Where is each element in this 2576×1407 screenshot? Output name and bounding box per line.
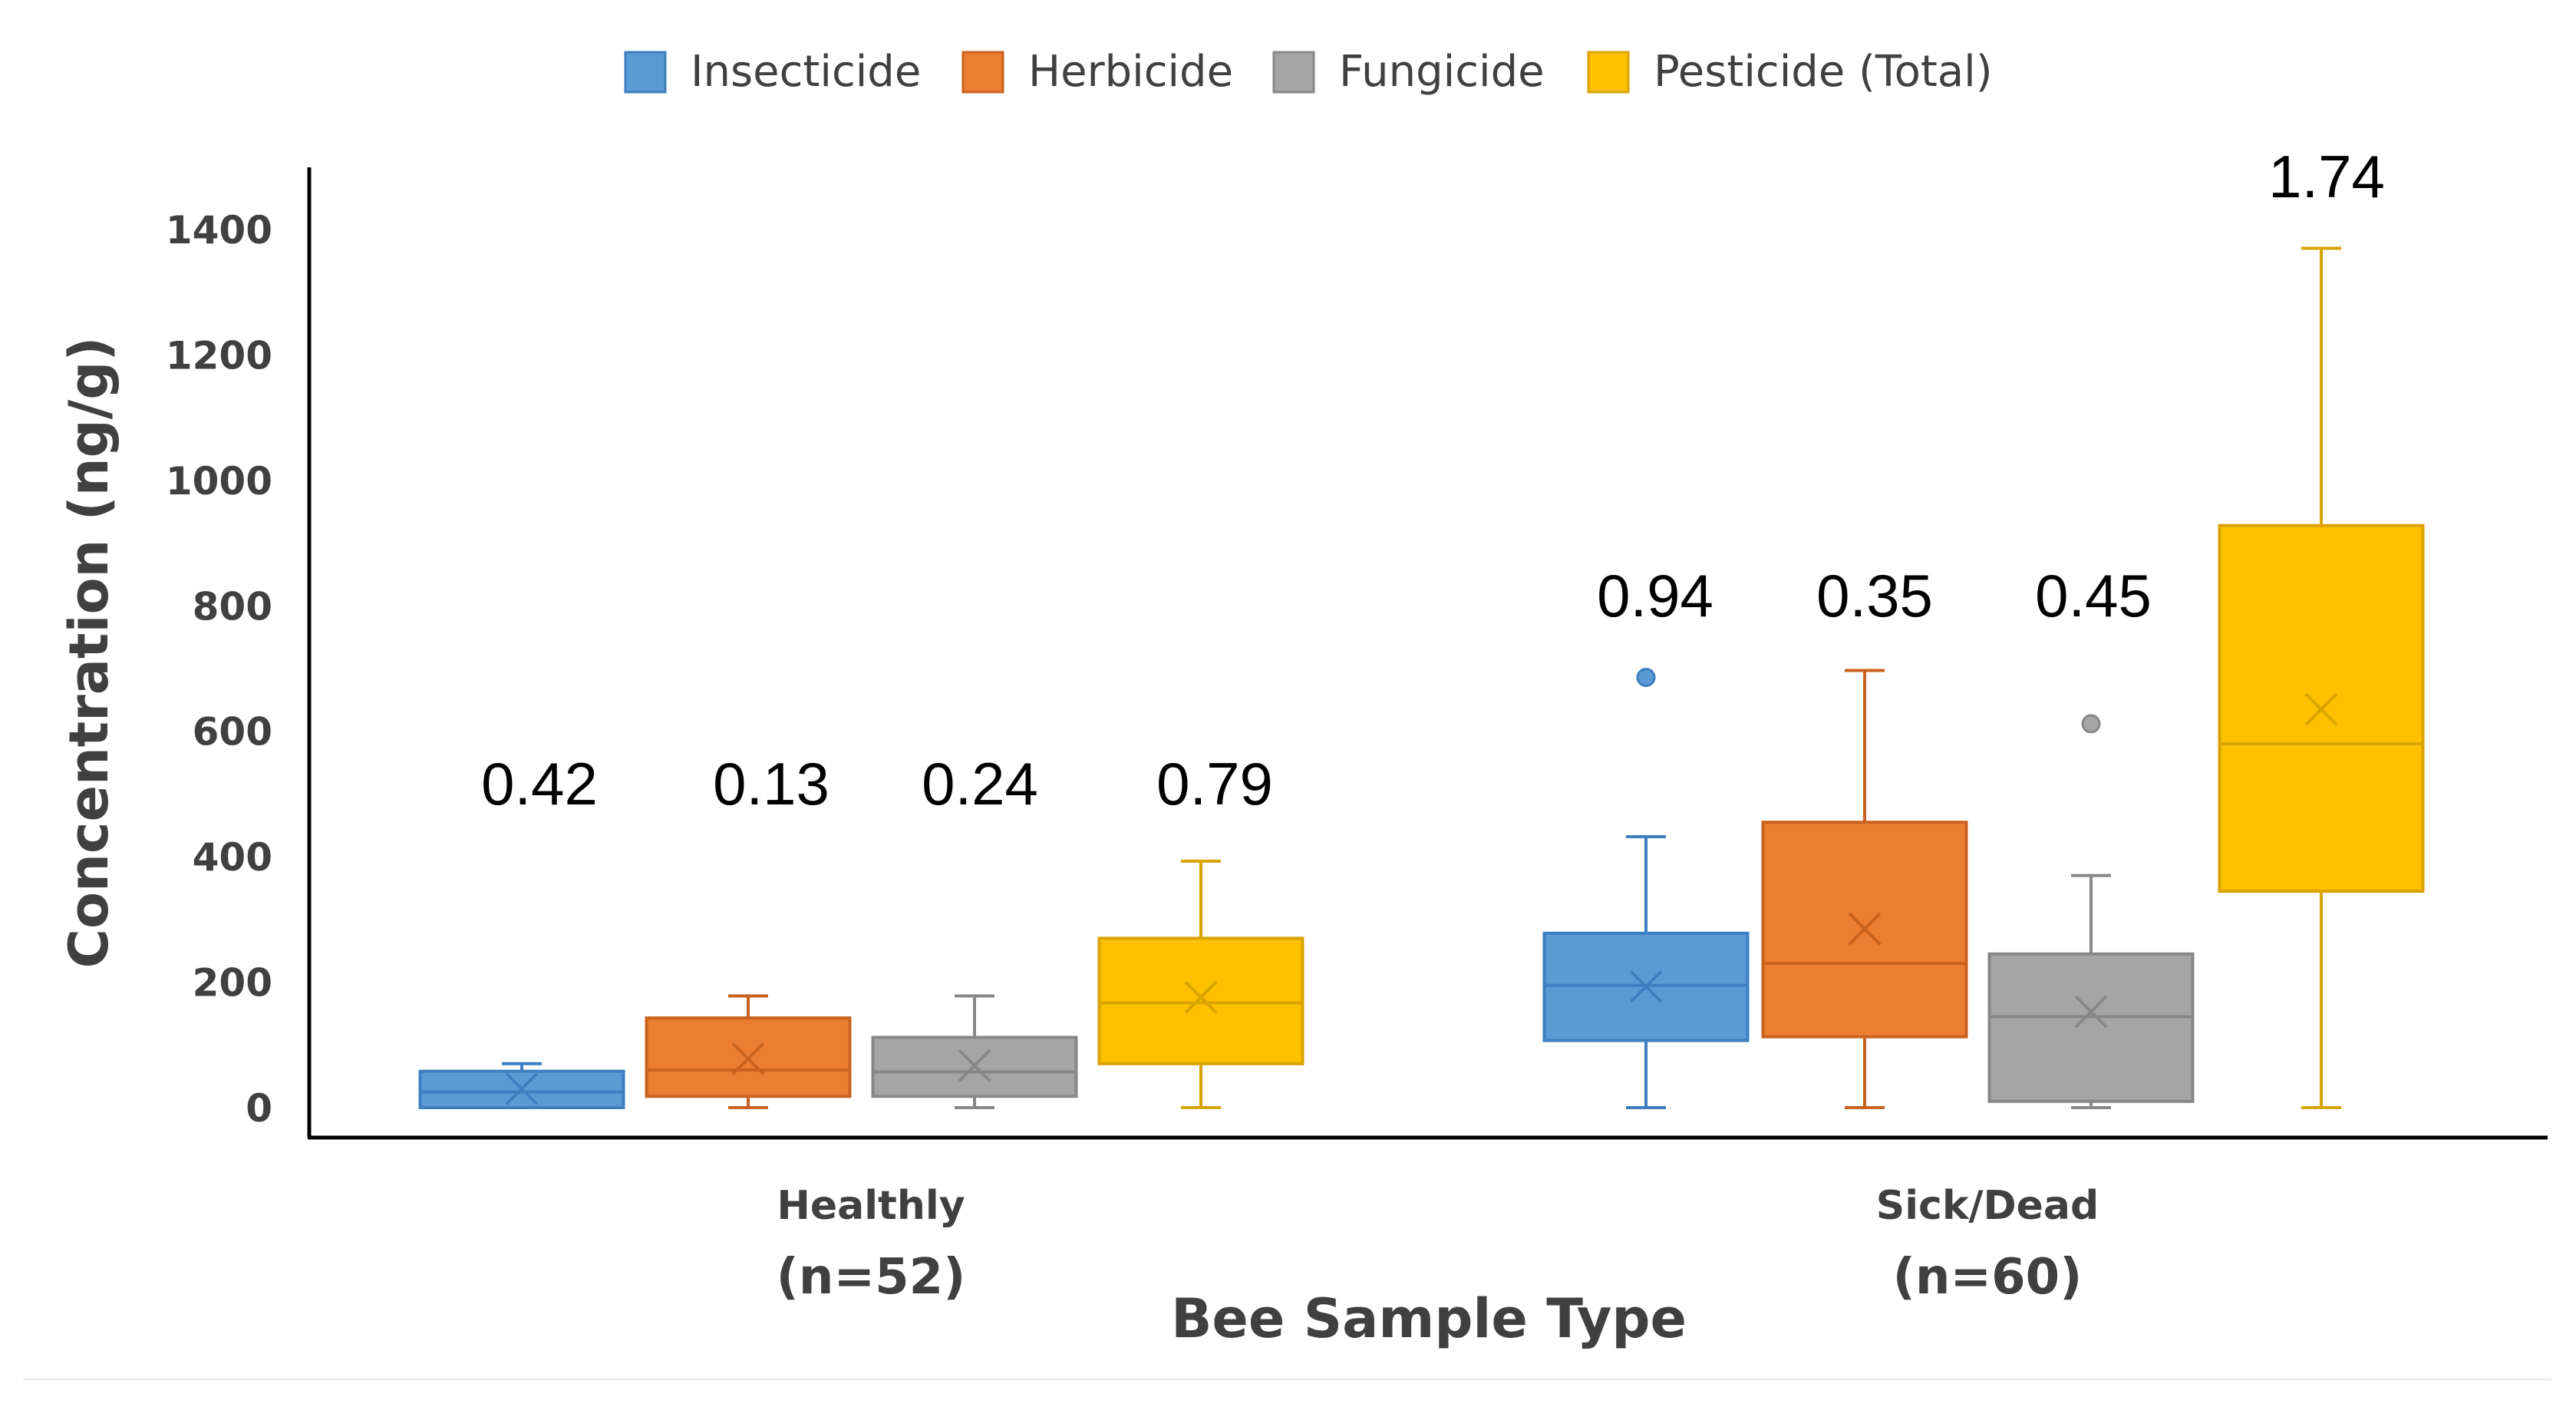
legend-label-pesticide-total: Pesticide (Total) bbox=[1654, 47, 1993, 97]
y-tick-label: 800 bbox=[193, 584, 272, 629]
y-tick-label: 1200 bbox=[166, 333, 272, 378]
mean-marker bbox=[731, 1042, 765, 1075]
data-label-fungicide: 0.45 bbox=[2035, 562, 2152, 629]
category-label: Sick/Dead bbox=[1876, 1183, 2099, 1229]
boxes bbox=[418, 246, 2425, 1109]
mean-marker bbox=[1184, 980, 1218, 1014]
mean-marker bbox=[1848, 912, 1882, 946]
category-label: Healthly bbox=[777, 1183, 965, 1229]
legend-label-fungicide: Fungicide bbox=[1339, 47, 1545, 97]
box-fungicide-sick-dead bbox=[1987, 714, 2195, 1109]
legend-swatch-herbicide bbox=[961, 51, 1004, 94]
legend: Insecticide Herbicide Fungicide Pesticide (… bbox=[624, 47, 1993, 97]
box-herbicide-healthly bbox=[645, 994, 852, 1109]
y-tick-label: 1000 bbox=[166, 459, 272, 504]
mean-marker bbox=[2304, 692, 2338, 726]
y-axis-title: Concentration (ng/g) bbox=[58, 337, 120, 969]
outlier-point bbox=[2081, 714, 2101, 734]
y-tick-label: 400 bbox=[193, 835, 272, 880]
y-tick-label: 1400 bbox=[166, 208, 272, 253]
data-label-pesticide-total: 1.74 bbox=[2268, 143, 2385, 210]
legend-label-herbicide: Herbicide bbox=[1028, 47, 1233, 97]
legend-label-insecticide: Insecticide bbox=[691, 47, 921, 97]
data-label-insecticide: 0.94 bbox=[1597, 562, 1713, 629]
mean-marker bbox=[958, 1049, 991, 1082]
y-tick-label: 600 bbox=[193, 710, 272, 755]
data-label-herbicide: 0.35 bbox=[1816, 562, 1933, 629]
box-fungicide-healthly bbox=[871, 994, 1078, 1109]
box-iqr bbox=[1097, 936, 1304, 1065]
y-tick-label: 200 bbox=[193, 961, 272, 1006]
legend-swatch-pesticide-total bbox=[1587, 51, 1630, 94]
data-label-fungicide: 0.24 bbox=[922, 750, 1038, 817]
box-herbicide-sick-dead bbox=[1761, 669, 1968, 1109]
legend-swatch-fungicide bbox=[1272, 51, 1315, 94]
mean-marker bbox=[1629, 969, 1663, 1003]
box-insecticide-sick-dead bbox=[1542, 667, 1750, 1109]
box-pesticide-total-healthly bbox=[1097, 859, 1304, 1109]
y-tick-label: 0 bbox=[246, 1086, 272, 1131]
x-axis-title: Bee Sample Type bbox=[1171, 1287, 1687, 1350]
data-labels: 0.42 0.94 0.13 0.35 0.24 0.45 0.79 1.74 bbox=[481, 143, 2385, 817]
legend-swatch-insecticide bbox=[624, 51, 667, 94]
outlier-point bbox=[1636, 667, 1656, 687]
mean-marker bbox=[2074, 995, 2108, 1029]
box-pesticide-total-sick-dead bbox=[2218, 246, 2425, 1109]
category-n-label: (n=60) bbox=[1893, 1249, 2083, 1306]
mean-marker bbox=[505, 1072, 539, 1105]
data-label-herbicide: 0.13 bbox=[713, 750, 830, 817]
category-n-label: (n=52) bbox=[777, 1249, 966, 1306]
box-insecticide-healthly bbox=[418, 1062, 625, 1109]
data-label-insecticide: 0.42 bbox=[481, 750, 598, 817]
box-iqr bbox=[1987, 952, 2195, 1103]
axes: 0 200 400 600 800 1000 1200 1400 Concentration (… bbox=[58, 167, 2548, 1350]
data-label-pesticide-total: 0.79 bbox=[1156, 750, 1273, 817]
